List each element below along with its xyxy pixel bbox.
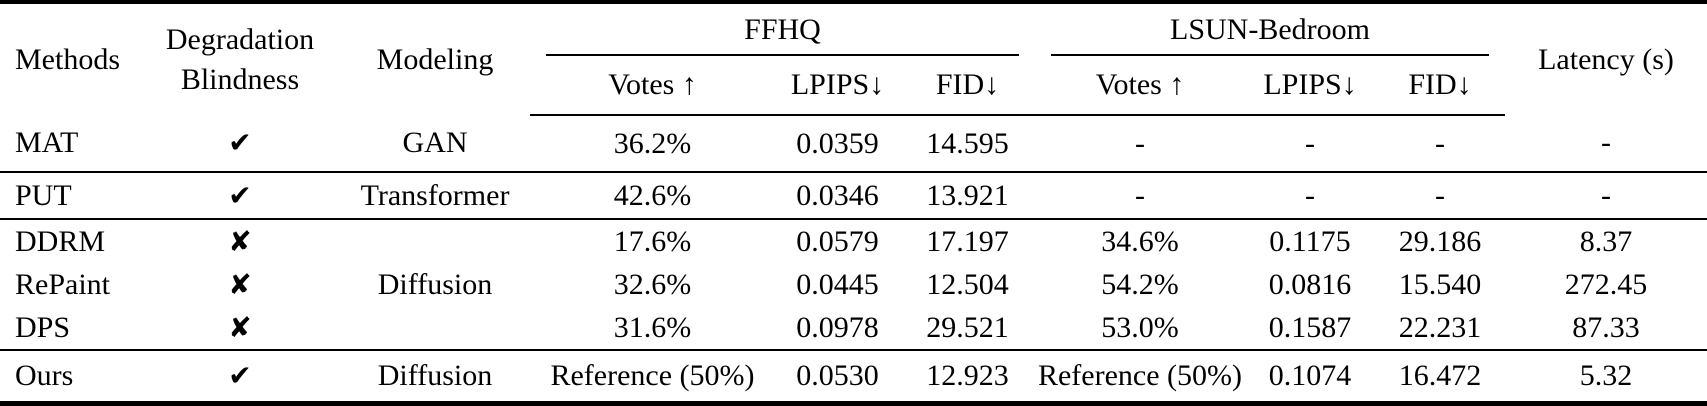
ffhq-fid-cell: 13.921 — [900, 172, 1035, 220]
cross-icon: ✘ — [228, 224, 252, 258]
lsun-lpips-cell: 0.0816 — [1268, 267, 1352, 301]
method-cell: Ours — [15, 359, 74, 392]
lsun-fid-cell: 22.231 — [1375, 306, 1505, 351]
ffhq-votes-cell: 31.6% — [530, 306, 775, 351]
lsun-votes-cell: - — [1035, 115, 1245, 173]
latency-cell: - — [1505, 115, 1707, 173]
lsun-votes-cell: 54.2% — [1101, 267, 1179, 301]
cross-icon: ✘ — [228, 310, 252, 344]
col-header-modeling: Modeling — [376, 42, 494, 76]
table-row-dps: DPS ✘ 31.6% 0.0978 29.521 53.0% 0.1587 2… — [0, 306, 1707, 351]
table-row-mat: MAT ✔ GAN 36.2% 0.0359 14.595 - - - - — [0, 115, 1707, 173]
col-header-ffhq-fid: FID↓ — [900, 56, 1035, 116]
ffhq-votes-cell: 36.2% — [530, 115, 775, 173]
ffhq-lpips-cell: 0.0530 — [796, 359, 879, 392]
ffhq-fid-cell: 14.595 — [900, 115, 1035, 173]
method-cell: DPS — [0, 306, 140, 351]
group-header-lsun-bedroom: LSUN-Bedroom — [1035, 2, 1505, 56]
col-header-latency: Latency (s) — [1538, 42, 1674, 76]
col-header-methods: Methods — [15, 42, 120, 76]
lsun-votes-cell: 53.0% — [1035, 306, 1245, 351]
lsun-lpips-cell: 0.1074 — [1268, 359, 1352, 392]
blindness-cell: ✔ — [140, 115, 340, 173]
check-icon: ✔ — [228, 359, 252, 392]
method-cell: PUT — [0, 172, 140, 220]
blindness-cell: ✘ — [140, 306, 340, 351]
lsun-lpips-cell: - — [1245, 172, 1375, 220]
modeling-cell: Transformer — [340, 172, 530, 220]
table-body: MAT ✔ GAN 36.2% 0.0359 14.595 - - - - PU… — [0, 115, 1707, 404]
table-row-ddrm: DDRM ✘ Diffusion 17.6% 0.0579 17.197 34.… — [0, 219, 1707, 351]
ffhq-lpips-cell: 0.0359 — [775, 115, 900, 173]
ffhq-lpips-cell: 0.0978 — [775, 306, 900, 351]
group-header-ffhq: FFHQ — [530, 2, 1035, 56]
ffhq-votes-cell: 32.6% — [613, 267, 692, 301]
lsun-lpips-cell: - — [1245, 115, 1375, 173]
ffhq-votes-cell: Reference (50%) — [550, 359, 755, 392]
lsun-fid-cell: - — [1375, 172, 1505, 220]
ffhq-fid-cell: 12.504 — [926, 267, 1009, 301]
degradation-line: Degradation — [165, 22, 315, 56]
ffhq-group-label: FFHQ — [546, 13, 1019, 56]
latency-cell: 272.45 — [1564, 267, 1648, 301]
modeling-cell: Diffusion — [377, 359, 493, 392]
ffhq-votes-cell: 17.6% — [613, 224, 692, 258]
blindness-cell: ✔ — [140, 350, 340, 404]
latency-cell: - — [1505, 172, 1707, 220]
lsun-group-label: LSUN-Bedroom — [1051, 13, 1489, 56]
method-cell: RePaint — [15, 267, 110, 301]
lsun-votes-cell: 34.6% — [1101, 224, 1179, 258]
table-header: Methods Degradation Blindness Modeling F… — [0, 2, 1707, 116]
lsun-votes-cell: Reference (50%) — [1037, 359, 1243, 392]
ffhq-fid-cell: 29.521 — [900, 306, 1035, 351]
ffhq-lpips-cell: 0.0445 — [796, 267, 879, 301]
col-header-lsun-fid: FID↓ — [1375, 56, 1505, 116]
col-header-degradation-blindness: Degradation Blindness — [140, 2, 340, 115]
col-header-lsun-lpips: LPIPS↓ — [1245, 56, 1375, 116]
col-header-ffhq-lpips: LPIPS↓ — [775, 56, 900, 116]
latency-cell: 87.33 — [1505, 306, 1707, 351]
blindness-cell: ✘ — [140, 219, 340, 263]
latency-cell: 8.37 — [1579, 224, 1633, 258]
header-sub-row: Votes ↑ LPIPS↓ FID↓ Votes ↑ LPIPS↓ FID↓ — [0, 56, 1707, 116]
table-row-repaint: RePaint ✘ 32.6% 0.0445 12.504 54.2% 0.08… — [0, 263, 1707, 306]
check-icon: ✔ — [228, 178, 252, 212]
col-header-ffhq-votes: Votes ↑ — [530, 56, 775, 116]
method-cell: DDRM — [15, 224, 106, 258]
blindness-line: Blindness — [180, 62, 300, 96]
ffhq-fid-cell: 12.923 — [926, 359, 1009, 392]
ffhq-fid-cell: 17.197 — [926, 224, 1009, 258]
lsun-fid-cell: 16.472 — [1398, 359, 1482, 392]
blindness-cell: ✔ — [140, 172, 340, 220]
lsun-lpips-cell: 0.1175 — [1269, 224, 1351, 258]
header-group-row: Methods Degradation Blindness Modeling F… — [0, 2, 1707, 96]
cross-icon: ✘ — [228, 267, 252, 301]
check-icon: ✔ — [228, 126, 252, 159]
ffhq-lpips-cell: 0.0579 — [796, 224, 879, 258]
col-header-lsun-votes: Votes ↑ — [1035, 56, 1245, 116]
lsun-fid-cell: 29.186 — [1398, 224, 1482, 258]
lsun-fid-cell: 15.540 — [1398, 267, 1482, 301]
latency-cell: 5.32 — [1579, 359, 1633, 392]
modeling-multirow-cell: Diffusion — [340, 219, 530, 351]
lsun-votes-cell: - — [1035, 172, 1245, 220]
lsun-lpips-cell: 0.1587 — [1245, 306, 1375, 351]
ffhq-votes-cell: 42.6% — [530, 172, 775, 220]
table-row-ours: Ours ✔ Diffusion Reference (50%) 0.0530 … — [0, 350, 1707, 404]
table-row-put: PUT ✔ Transformer 42.6% 0.0346 13.921 - … — [0, 172, 1707, 220]
ffhq-lpips-cell: 0.0346 — [775, 172, 900, 220]
modeling-cell: GAN — [340, 115, 530, 173]
blindness-cell: ✘ — [140, 263, 340, 306]
lsun-fid-cell: - — [1375, 115, 1505, 173]
method-cell: MAT — [0, 115, 140, 173]
